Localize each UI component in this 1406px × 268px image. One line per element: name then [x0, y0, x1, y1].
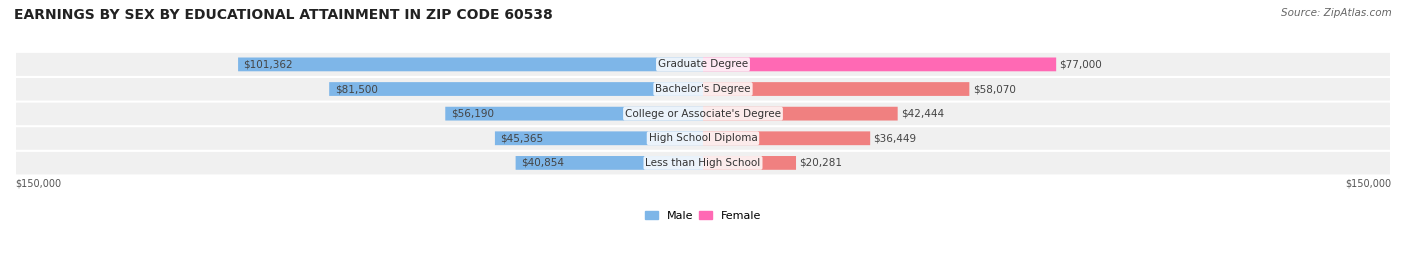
FancyBboxPatch shape	[703, 107, 897, 121]
Text: Source: ZipAtlas.com: Source: ZipAtlas.com	[1281, 8, 1392, 18]
FancyBboxPatch shape	[703, 131, 870, 145]
FancyBboxPatch shape	[15, 76, 1391, 102]
Text: $150,000: $150,000	[1346, 179, 1391, 189]
FancyBboxPatch shape	[495, 131, 703, 145]
Text: $150,000: $150,000	[15, 179, 60, 189]
FancyBboxPatch shape	[516, 156, 703, 170]
FancyBboxPatch shape	[703, 82, 969, 96]
Text: $20,281: $20,281	[800, 158, 842, 168]
Text: College or Associate's Degree: College or Associate's Degree	[626, 109, 780, 119]
Text: High School Diploma: High School Diploma	[648, 133, 758, 143]
Text: $40,854: $40,854	[522, 158, 564, 168]
Text: Bachelor's Degree: Bachelor's Degree	[655, 84, 751, 94]
FancyBboxPatch shape	[15, 101, 1391, 126]
Text: $81,500: $81,500	[335, 84, 378, 94]
Text: $58,070: $58,070	[973, 84, 1015, 94]
Text: Less than High School: Less than High School	[645, 158, 761, 168]
FancyBboxPatch shape	[703, 58, 1056, 71]
FancyBboxPatch shape	[703, 156, 796, 170]
Text: $36,449: $36,449	[873, 133, 917, 143]
FancyBboxPatch shape	[446, 107, 703, 121]
Text: $56,190: $56,190	[451, 109, 494, 119]
Legend: Male, Female: Male, Female	[640, 206, 766, 225]
FancyBboxPatch shape	[15, 52, 1391, 77]
Text: EARNINGS BY SEX BY EDUCATIONAL ATTAINMENT IN ZIP CODE 60538: EARNINGS BY SEX BY EDUCATIONAL ATTAINMEN…	[14, 8, 553, 22]
FancyBboxPatch shape	[15, 126, 1391, 151]
Text: $101,362: $101,362	[243, 59, 294, 69]
FancyBboxPatch shape	[15, 150, 1391, 176]
FancyBboxPatch shape	[329, 82, 703, 96]
Text: $77,000: $77,000	[1060, 59, 1102, 69]
Text: Graduate Degree: Graduate Degree	[658, 59, 748, 69]
FancyBboxPatch shape	[238, 58, 703, 71]
Text: $42,444: $42,444	[901, 109, 945, 119]
Text: $45,365: $45,365	[501, 133, 544, 143]
